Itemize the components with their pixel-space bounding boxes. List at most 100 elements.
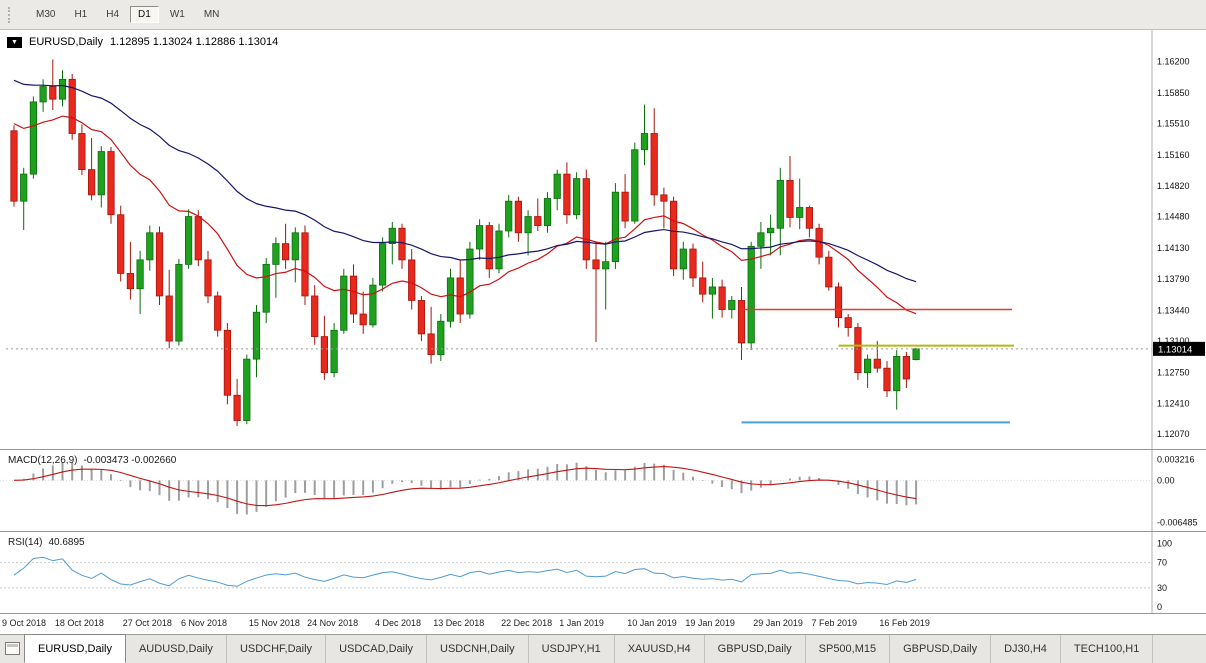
candle-body	[864, 358, 872, 374]
candle-body	[233, 394, 241, 421]
candle-body	[184, 216, 193, 265]
candle-body	[718, 286, 726, 310]
candle-body	[699, 277, 707, 295]
candle-body	[417, 300, 426, 335]
date-label: 9 Oct 2018	[2, 618, 47, 628]
macd-scale-label: -0.006485	[1157, 518, 1198, 528]
candle-body	[776, 180, 784, 229]
tab-gbpusd-daily[interactable]: GBPUSD,Daily	[704, 635, 806, 663]
candle-body	[553, 173, 561, 199]
tab-xauusd-h4[interactable]: XAUUSD,H4	[614, 635, 705, 663]
rsi-line	[13, 556, 917, 587]
macd-panel[interactable]: 0.003216 0.00 -0.006485	[0, 450, 1206, 532]
macd-name: MACD(12,26,9)	[8, 455, 78, 466]
tab-audusd-daily[interactable]: AUDUSD,Daily	[125, 635, 227, 663]
candle-body	[446, 277, 455, 322]
candle-body	[563, 173, 571, 216]
timeframe-button-mn[interactable]: MN	[203, 9, 220, 20]
candle-body	[873, 358, 881, 369]
candle-body	[359, 313, 367, 326]
candle-body	[301, 232, 309, 297]
date-label: 13 Dec 2018	[433, 618, 485, 628]
candle-body	[524, 216, 532, 234]
price-scale-label: 1.13790	[1157, 274, 1190, 284]
toolbar-grip[interactable]	[8, 6, 14, 23]
candle-body	[78, 133, 86, 170]
tab-tech100-h1[interactable]: TECH100,H1	[1060, 635, 1154, 663]
candle-body	[592, 259, 600, 270]
timeframe-button-h4[interactable]: H4	[106, 9, 120, 20]
candle-body	[902, 356, 911, 380]
candle-body	[912, 348, 920, 361]
tab-eurusd-daily[interactable]: EURUSD,Daily	[24, 634, 126, 663]
tab-usdcnh-daily[interactable]: USDCNH,Daily	[427, 635, 529, 663]
rsi-values: 40.6895	[48, 537, 85, 548]
ma-fast-red	[13, 115, 917, 315]
price-chart[interactable]: 1.16200 1.15850 1.15510 1.15160 1.14820 1.144…	[0, 30, 1206, 450]
price-scale-label: 1.16200	[1157, 56, 1190, 66]
tab-dj30-h4[interactable]: DJ30,H4	[991, 635, 1061, 663]
candle-body	[126, 272, 134, 290]
candle-body	[97, 151, 105, 196]
date-label: 27 Oct 2018	[122, 618, 172, 628]
window-list-icon[interactable]	[5, 642, 20, 655]
candle-body	[20, 173, 28, 202]
price-scale-label: 1.12070	[1157, 429, 1190, 439]
candle-body	[117, 214, 125, 274]
candle-body	[146, 232, 154, 261]
candle-body	[582, 178, 590, 261]
candle-body	[689, 248, 697, 279]
date-label: 7 Feb 2019	[811, 618, 858, 628]
date-label: 16 Feb 2019	[879, 618, 930, 628]
tab-sp500-m15[interactable]: SP500,M15	[805, 635, 891, 663]
timeframe-button-h1[interactable]: H1	[74, 9, 88, 20]
rsi-label: RSI(14) 40.6895	[8, 537, 85, 548]
candle-body	[631, 149, 639, 222]
candle-body	[194, 216, 202, 261]
date-label: 29 Jan 2019	[753, 618, 803, 628]
chart-title: ▼ EURUSD,Daily 1.12895 1.13024 1.12886 1…	[7, 36, 278, 48]
last-price-badge	[1153, 341, 1205, 356]
timeframe-button-w1[interactable]: W1	[169, 9, 185, 20]
candle-body	[272, 243, 280, 265]
rsi-scale-label: 0	[1157, 602, 1162, 612]
rsi-scale-label: 100	[1157, 539, 1172, 549]
date-label: 10 Jan 2019	[627, 618, 677, 628]
tab-usdcad-daily[interactable]: USDCAD,Daily	[326, 635, 428, 663]
chart-tabs: EURUSD,Daily AUDUSD,Daily USDCHF,Daily USDC…	[0, 634, 1206, 663]
candle-body	[670, 200, 678, 270]
candle-body	[340, 275, 348, 331]
tab-usdjpy-h1[interactable]: USDJPY,H1	[528, 635, 615, 663]
candle-body	[320, 336, 329, 374]
candle-body	[49, 86, 57, 100]
date-label: 19 Jan 2019	[685, 618, 735, 628]
timeframe-button-m30[interactable]: M30	[36, 9, 56, 20]
candle-body	[214, 295, 222, 331]
last-price-text: 1.13014	[1158, 344, 1192, 355]
candle-body	[204, 259, 212, 297]
rsi-scale-label: 70	[1157, 558, 1167, 568]
candle-body	[281, 243, 290, 261]
tab-gbpusd-daily-2[interactable]: GBPUSD,Daily	[890, 635, 992, 663]
candle-body	[650, 133, 658, 196]
rsi-panel[interactable]: 100 70 30 0	[0, 532, 1206, 614]
macd-values: -0.003473 -0.002660	[83, 455, 177, 466]
candle-body	[136, 259, 144, 290]
price-scale-label: 1.15850	[1157, 88, 1190, 98]
candle-body	[611, 191, 620, 263]
date-axis[interactable]: 9 Oct 2018 18 Oct 2018 27 Oct 2018 6 Nov 20…	[0, 614, 1152, 634]
symbol-label: EURUSD,Daily	[29, 36, 103, 48]
candle-body	[262, 263, 270, 313]
candle-body	[58, 78, 67, 100]
candle-body	[349, 275, 358, 315]
rsi-name: RSI(14)	[8, 537, 43, 548]
timeframe-button-d1[interactable]: D1	[130, 6, 159, 23]
price-scale-label: 1.12410	[1157, 398, 1190, 408]
candle-body	[68, 78, 76, 134]
tab-usdchf-daily[interactable]: USDCHF,Daily	[226, 635, 327, 663]
price-scale-label: 1.13100	[1157, 336, 1190, 346]
candle-body	[602, 261, 610, 270]
candle-body	[475, 225, 484, 250]
chart-menu-icon[interactable]: ▼	[7, 36, 22, 48]
candle-body	[369, 284, 377, 326]
